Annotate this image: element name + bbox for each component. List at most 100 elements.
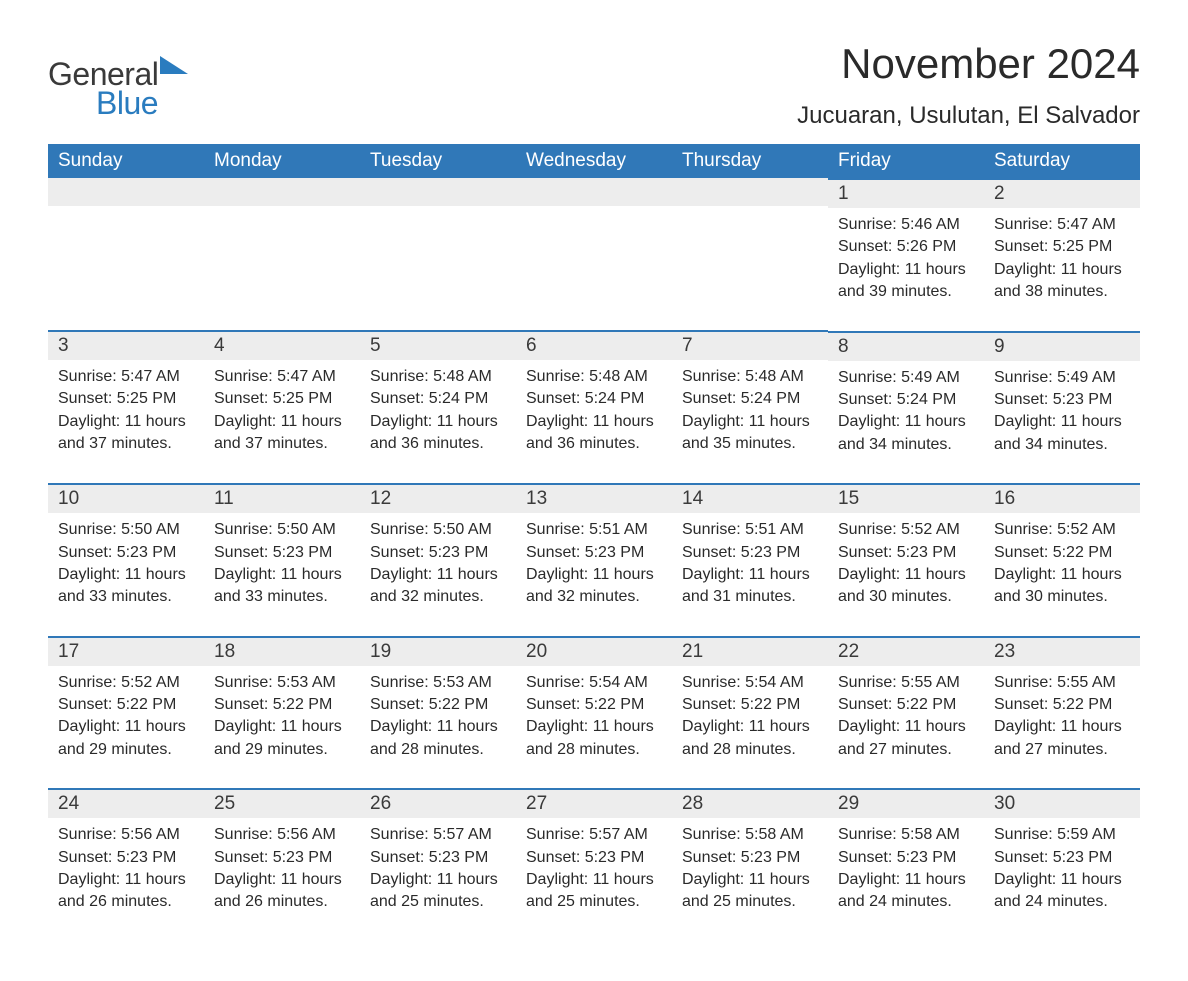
daylight-text-line1: Daylight: 11 hours xyxy=(526,411,662,433)
sunrise-text: Sunrise: 5:48 AM xyxy=(370,366,506,388)
sunset-text: Sunset: 5:23 PM xyxy=(58,542,194,564)
daylight-text-line2: and 24 minutes. xyxy=(838,891,974,913)
calendar-day-cell: 23Sunrise: 5:55 AMSunset: 5:22 PMDayligh… xyxy=(984,635,1140,788)
day-number: 13 xyxy=(526,488,547,509)
day-number: 24 xyxy=(58,793,79,814)
day-number-band: 4 xyxy=(204,330,360,360)
day-details: Sunrise: 5:58 AMSunset: 5:23 PMDaylight:… xyxy=(682,824,818,914)
day-details: Sunrise: 5:56 AMSunset: 5:23 PMDaylight:… xyxy=(58,824,194,914)
daylight-text-line1: Daylight: 11 hours xyxy=(994,411,1130,433)
calendar-day-cell: 19Sunrise: 5:53 AMSunset: 5:22 PMDayligh… xyxy=(360,635,516,788)
day-header-wednesday: Wednesday xyxy=(516,144,672,178)
sunrise-text: Sunrise: 5:52 AM xyxy=(838,519,974,541)
day-header-tuesday: Tuesday xyxy=(360,144,516,178)
daylight-text-line1: Daylight: 11 hours xyxy=(838,259,974,281)
month-year-title: November 2024 xyxy=(797,40,1140,88)
daylight-text-line2: and 34 minutes. xyxy=(838,434,974,456)
brand-flag-icon xyxy=(160,56,192,81)
day-details: Sunrise: 5:55 AMSunset: 5:22 PMDaylight:… xyxy=(838,672,974,762)
sunrise-text: Sunrise: 5:55 AM xyxy=(838,672,974,694)
day-number-band: 30 xyxy=(984,788,1140,818)
day-details: Sunrise: 5:49 AMSunset: 5:23 PMDaylight:… xyxy=(994,367,1130,457)
calendar-week-row: 24Sunrise: 5:56 AMSunset: 5:23 PMDayligh… xyxy=(48,788,1140,941)
day-number: 29 xyxy=(838,793,859,814)
day-number-band: 19 xyxy=(360,636,516,666)
day-number-band: 9 xyxy=(984,331,1140,361)
sunrise-text: Sunrise: 5:56 AM xyxy=(58,824,194,846)
brand-logo: General Blue xyxy=(48,40,192,118)
calendar-day-cell: 3Sunrise: 5:47 AMSunset: 5:25 PMDaylight… xyxy=(48,330,204,483)
calendar-week-row: 10Sunrise: 5:50 AMSunset: 5:23 PMDayligh… xyxy=(48,483,1140,636)
daylight-text-line2: and 31 minutes. xyxy=(682,586,818,608)
daylight-text-line2: and 29 minutes. xyxy=(214,739,350,761)
day-number: 27 xyxy=(526,793,547,814)
day-details: Sunrise: 5:48 AMSunset: 5:24 PMDaylight:… xyxy=(526,366,662,456)
sunrise-text: Sunrise: 5:47 AM xyxy=(58,366,194,388)
sunset-text: Sunset: 5:23 PM xyxy=(58,847,194,869)
calendar-day-cell: 10Sunrise: 5:50 AMSunset: 5:23 PMDayligh… xyxy=(48,483,204,636)
sunset-text: Sunset: 5:23 PM xyxy=(682,847,818,869)
day-details: Sunrise: 5:48 AMSunset: 5:24 PMDaylight:… xyxy=(682,366,818,456)
sunset-text: Sunset: 5:25 PM xyxy=(214,388,350,410)
day-details: Sunrise: 5:47 AMSunset: 5:25 PMDaylight:… xyxy=(994,214,1130,304)
calendar-day-cell xyxy=(360,178,516,330)
calendar-day-cell: 25Sunrise: 5:56 AMSunset: 5:23 PMDayligh… xyxy=(204,788,360,941)
daylight-text-line2: and 34 minutes. xyxy=(994,434,1130,456)
day-number-band: 26 xyxy=(360,788,516,818)
day-number-band: 14 xyxy=(672,483,828,513)
day-details: Sunrise: 5:52 AMSunset: 5:22 PMDaylight:… xyxy=(994,519,1130,609)
sunset-text: Sunset: 5:22 PM xyxy=(994,542,1130,564)
calendar-day-cell: 16 Sunrise: 5:52 AMSunset: 5:22 PMDayligh… xyxy=(984,483,1140,636)
calendar-day-cell: 26Sunrise: 5:57 AMSunset: 5:23 PMDayligh… xyxy=(360,788,516,941)
sunrise-text: Sunrise: 5:51 AM xyxy=(682,519,818,541)
day-number: 11 xyxy=(214,488,234,509)
calendar-day-cell: 11Sunrise: 5:50 AMSunset: 5:23 PMDayligh… xyxy=(204,483,360,636)
day-number: 15 xyxy=(838,488,859,509)
sunset-text: Sunset: 5:23 PM xyxy=(370,847,506,869)
daylight-text-line2: and 25 minutes. xyxy=(682,891,818,913)
day-number: 28 xyxy=(682,793,703,814)
sunset-text: Sunset: 5:23 PM xyxy=(526,847,662,869)
daylight-text-line1: Daylight: 11 hours xyxy=(58,869,194,891)
daylight-text-line2: and 26 minutes. xyxy=(214,891,350,913)
daylight-text-line2: and 26 minutes. xyxy=(58,891,194,913)
day-number: 30 xyxy=(994,793,1015,814)
daylight-text-line1: Daylight: 11 hours xyxy=(838,716,974,738)
sunset-text: Sunset: 5:22 PM xyxy=(526,694,662,716)
day-number-band: 15 xyxy=(828,483,984,513)
sunrise-text: Sunrise: 5:47 AM xyxy=(214,366,350,388)
day-number: 20 xyxy=(526,641,547,662)
daylight-text-line2: and 37 minutes. xyxy=(214,433,350,455)
calendar-day-cell: 20Sunrise: 5:54 AMSunset: 5:22 PMDayligh… xyxy=(516,635,672,788)
sunset-text: Sunset: 5:23 PM xyxy=(838,542,974,564)
day-number-band: 23 xyxy=(984,636,1140,666)
daylight-text-line2: and 32 minutes. xyxy=(370,586,506,608)
day-number-band: 18 xyxy=(204,636,360,666)
day-number: 21 xyxy=(682,641,703,662)
day-number-band: 2 xyxy=(984,178,1140,208)
sunrise-text: Sunrise: 5:49 AM xyxy=(994,367,1130,389)
calendar-day-cell: 30Sunrise: 5:59 AMSunset: 5:23 PMDayligh… xyxy=(984,788,1140,941)
day-details: Sunrise: 5:47 AMSunset: 5:25 PMDaylight:… xyxy=(58,366,194,456)
sunset-text: Sunset: 5:22 PM xyxy=(838,694,974,716)
day-number-band: 13 xyxy=(516,483,672,513)
day-details: Sunrise: 5:46 AMSunset: 5:26 PMDaylight:… xyxy=(838,214,974,304)
day-number: 16 xyxy=(994,488,1015,509)
calendar-day-cell xyxy=(204,178,360,330)
daylight-text-line2: and 25 minutes. xyxy=(370,891,506,913)
day-number: 17 xyxy=(58,641,79,662)
calendar-week-row: 3Sunrise: 5:47 AMSunset: 5:25 PMDaylight… xyxy=(48,330,1140,483)
day-details: Sunrise: 5:54 AMSunset: 5:22 PMDaylight:… xyxy=(682,672,818,762)
calendar-table: Sunday Monday Tuesday Wednesday Thursday… xyxy=(48,144,1140,941)
daylight-text-line2: and 33 minutes. xyxy=(214,586,350,608)
calendar-day-cell: 13Sunrise: 5:51 AMSunset: 5:23 PMDayligh… xyxy=(516,483,672,636)
calendar-day-cell: 24 Sunrise: 5:56 AMSunset: 5:23 PMDayligh… xyxy=(48,788,204,941)
daylight-text-line2: and 28 minutes. xyxy=(526,739,662,761)
day-number: 8 xyxy=(838,336,849,357)
calendar-day-cell xyxy=(516,178,672,330)
sunset-text: Sunset: 5:25 PM xyxy=(994,236,1130,258)
daylight-text-line2: and 38 minutes. xyxy=(994,281,1130,303)
day-number: 26 xyxy=(370,793,391,814)
day-number-band: 24 xyxy=(48,788,204,818)
location-subtitle: Jucuaran, Usulutan, El Salvador xyxy=(797,102,1140,130)
